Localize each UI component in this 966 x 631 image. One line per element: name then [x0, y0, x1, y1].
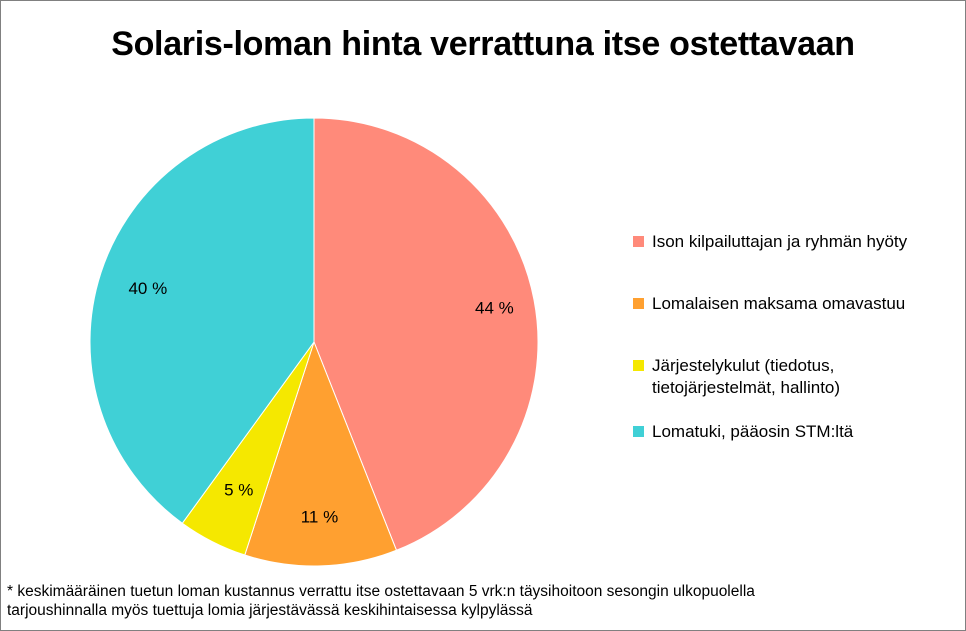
legend-label-omavastuu: Lomalaisen maksama omavastuu: [652, 294, 906, 313]
legend-swatch-lomatuki: [633, 426, 644, 437]
legend-swatch-omavastuu: [633, 298, 644, 309]
legend-swatch-kilpailuttaja: [633, 236, 644, 247]
data-label-lomalaisen-maksama-omava: 11 %: [301, 508, 339, 527]
data-label-j-rjestelykulut-tiedotus: 5 %: [224, 481, 253, 500]
legend-label-jarjestelykulut: Järjestelykulut (tiedotus, tietojärjeste…: [652, 356, 841, 397]
footnote: * keskimääräinen tuetun loman kustannus …: [7, 583, 755, 619]
legend-item-lomatuki: Lomatuki, pääosin STM:ltä: [633, 421, 952, 443]
legend-item-jarjestelykulut: Järjestelykulut (tiedotus, tietojärjeste…: [633, 355, 902, 399]
legend-item-omavastuu: Lomalaisen maksama omavastuu: [633, 293, 952, 315]
legend-label-kilpailuttaja: Ison kilpailuttajan ja ryhmän hyöty: [652, 232, 908, 251]
chart-title: Solaris-loman hinta verrattuna itse oste…: [111, 25, 855, 63]
legend-label-lomatuki: Lomatuki, pääosin STM:ltä: [652, 422, 854, 441]
data-label-ison-kilpailuttajan-ja-r: 44 %: [475, 299, 514, 318]
data-label-lomatuki-p-osin-stm-lt: 40 %: [128, 279, 167, 298]
pie-slice-lomalaisen-maksama-omava: [244, 340, 398, 567]
legend-swatch-jarjestelykulut: [633, 360, 644, 371]
pie-slice-lomatuki-p-osin-stm-lt: [89, 117, 315, 524]
pie-slice-ison-kilpailuttajan-ja-r: [313, 117, 539, 551]
legend-item-kilpailuttaja: Ison kilpailuttajan ja ryhmän hyöty: [633, 231, 952, 253]
